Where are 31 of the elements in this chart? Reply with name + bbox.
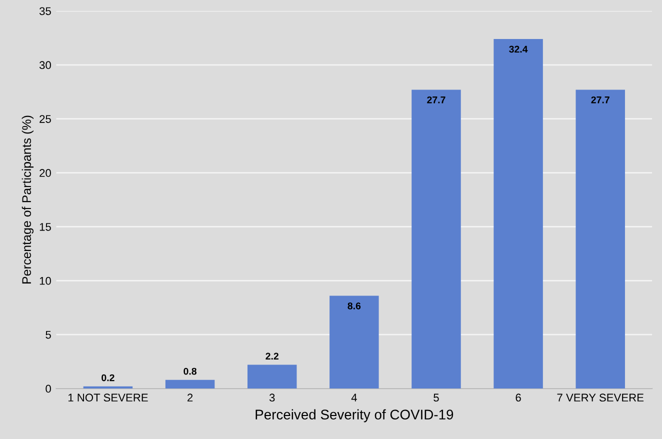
data-label: 2.2 (266, 352, 278, 360)
x-tick-label: 4 (351, 394, 357, 402)
bar (247, 364, 297, 389)
bar (330, 296, 379, 389)
data-label: 0.2 (102, 374, 114, 382)
data-label: 27.7 (427, 96, 446, 104)
bar (412, 90, 461, 389)
y-tick-label: 20 (40, 169, 51, 177)
x-tick-label: 7 VERY SEVERE (557, 394, 644, 402)
y-axis-title: Percentage of Participants (%) (22, 116, 34, 284)
data-label: 8.6 (348, 302, 361, 310)
bar (83, 386, 133, 389)
y-tick-label: 30 (39, 61, 51, 70)
x-tick-label: 2 (188, 394, 193, 402)
bar (576, 90, 625, 389)
y-tick-label: 0 (46, 384, 51, 393)
bar (165, 380, 215, 389)
data-label: 32.4 (509, 46, 528, 53)
y-tick-label: 15 (40, 223, 51, 231)
x-tick-label: 3 (269, 394, 275, 402)
y-tick-label: 25 (40, 115, 51, 123)
bar (494, 39, 543, 389)
x-tick-label: 6 (516, 394, 521, 402)
x-tick-label: 1 NOT SEVERE (68, 394, 148, 402)
data-label: 27.7 (591, 96, 610, 104)
x-axis-title: Perceived Severity of COVID-19 (256, 409, 454, 422)
y-tick-label: 35 (39, 7, 51, 16)
data-label: 0.8 (184, 368, 196, 375)
x-tick-label: 5 (434, 394, 439, 402)
y-tick-label: 5 (46, 330, 51, 339)
y-tick-label: 10 (40, 276, 51, 285)
